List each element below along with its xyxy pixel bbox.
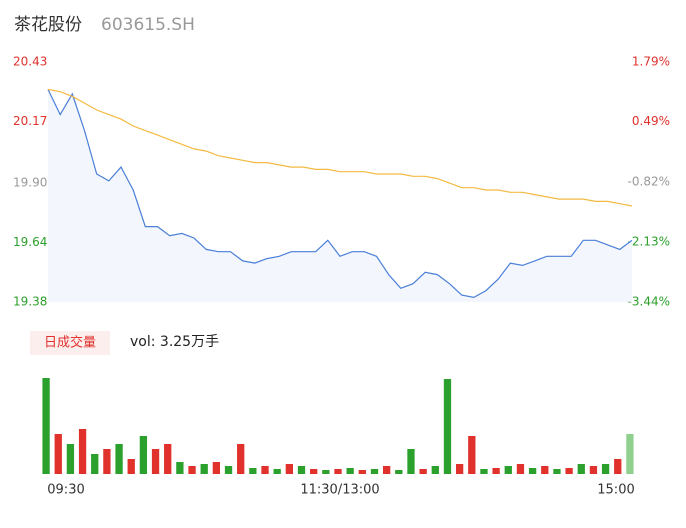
- volume-bar: [297, 466, 306, 474]
- volume-bar: [115, 444, 123, 474]
- volume-bar: [164, 444, 172, 474]
- volume-bar: [565, 468, 573, 474]
- volume-bar: [249, 468, 257, 474]
- volume-button-label[interactable]: 日成交量: [44, 335, 96, 351]
- volume-bar: [103, 449, 111, 474]
- volume-bar: [151, 449, 160, 474]
- volume-bar: [577, 464, 585, 474]
- volume-bar: [322, 470, 330, 474]
- volume-bar: [431, 466, 439, 474]
- volume-bar: [419, 469, 427, 474]
- y2-tick-label: 1.79%: [632, 55, 670, 69]
- volume-bar: [626, 434, 634, 474]
- volume-button[interactable]: [30, 331, 110, 355]
- stock-name: 茶花股份: [14, 15, 82, 35]
- x-tick-label: 15:00: [597, 483, 634, 498]
- y-tick-label: 20.17: [13, 114, 47, 128]
- volume-bar: [504, 466, 512, 474]
- volume-bar: [224, 466, 233, 474]
- volume-bar: [480, 469, 488, 474]
- volume-bar: [589, 466, 598, 474]
- x-tick-label: 11:30/13:00: [300, 483, 379, 498]
- volume-bar: [200, 464, 208, 474]
- volume-bar: [492, 468, 500, 474]
- volume-bar: [383, 466, 391, 474]
- y-tick-label: 19.64: [13, 235, 47, 249]
- volume-bar: [66, 444, 75, 474]
- volume-bar: [91, 454, 99, 474]
- volume-bar: [310, 469, 318, 474]
- volume-bar: [212, 462, 221, 474]
- volume-bar: [455, 464, 464, 474]
- volume-bar: [139, 436, 148, 474]
- volume-bar: [273, 469, 281, 474]
- y-tick-label: 19.90: [13, 176, 47, 190]
- price-area: [48, 89, 632, 303]
- y2-tick-label: -3.44%: [628, 295, 670, 309]
- y2-tick-label: -0.82%: [628, 174, 670, 188]
- stock-code: 603615.SH: [101, 15, 195, 35]
- volume-bar: [127, 459, 135, 474]
- volume-bar: [601, 464, 610, 474]
- y2-tick-label: 0.49%: [632, 114, 670, 128]
- volume-bar: [78, 429, 87, 474]
- volume-bar: [334, 469, 342, 474]
- volume-bar: [528, 468, 537, 474]
- volume-bar: [541, 466, 549, 474]
- volume-bar: [395, 470, 403, 474]
- volume-bar: [553, 469, 561, 474]
- volume-summary: vol: 3.25万手: [130, 334, 219, 350]
- volume-bar: [358, 470, 366, 474]
- volume-bar: [443, 379, 452, 474]
- volume-bar: [614, 459, 622, 474]
- volume-bar: [516, 464, 525, 474]
- price-line: [47, 89, 633, 299]
- volume-bar: [176, 462, 184, 474]
- volume-bar: [42, 378, 50, 474]
- y2-tick-label: -2.13%: [628, 234, 670, 248]
- volume-bar: [261, 466, 269, 474]
- volume-bar: [237, 444, 245, 474]
- x-tick-label: 09:30: [47, 483, 84, 498]
- volume-bar: [346, 468, 354, 474]
- average-line: [47, 88, 633, 207]
- volume-bar: [468, 436, 476, 474]
- y-tick-label: 19.38: [13, 295, 47, 309]
- volume-bar: [54, 434, 62, 474]
- volume-bar: [285, 464, 293, 474]
- volume-bar: [407, 449, 415, 474]
- volume-bar: [370, 469, 379, 474]
- volume-bar: [188, 466, 196, 474]
- y-tick-label: 20.43: [13, 55, 47, 69]
